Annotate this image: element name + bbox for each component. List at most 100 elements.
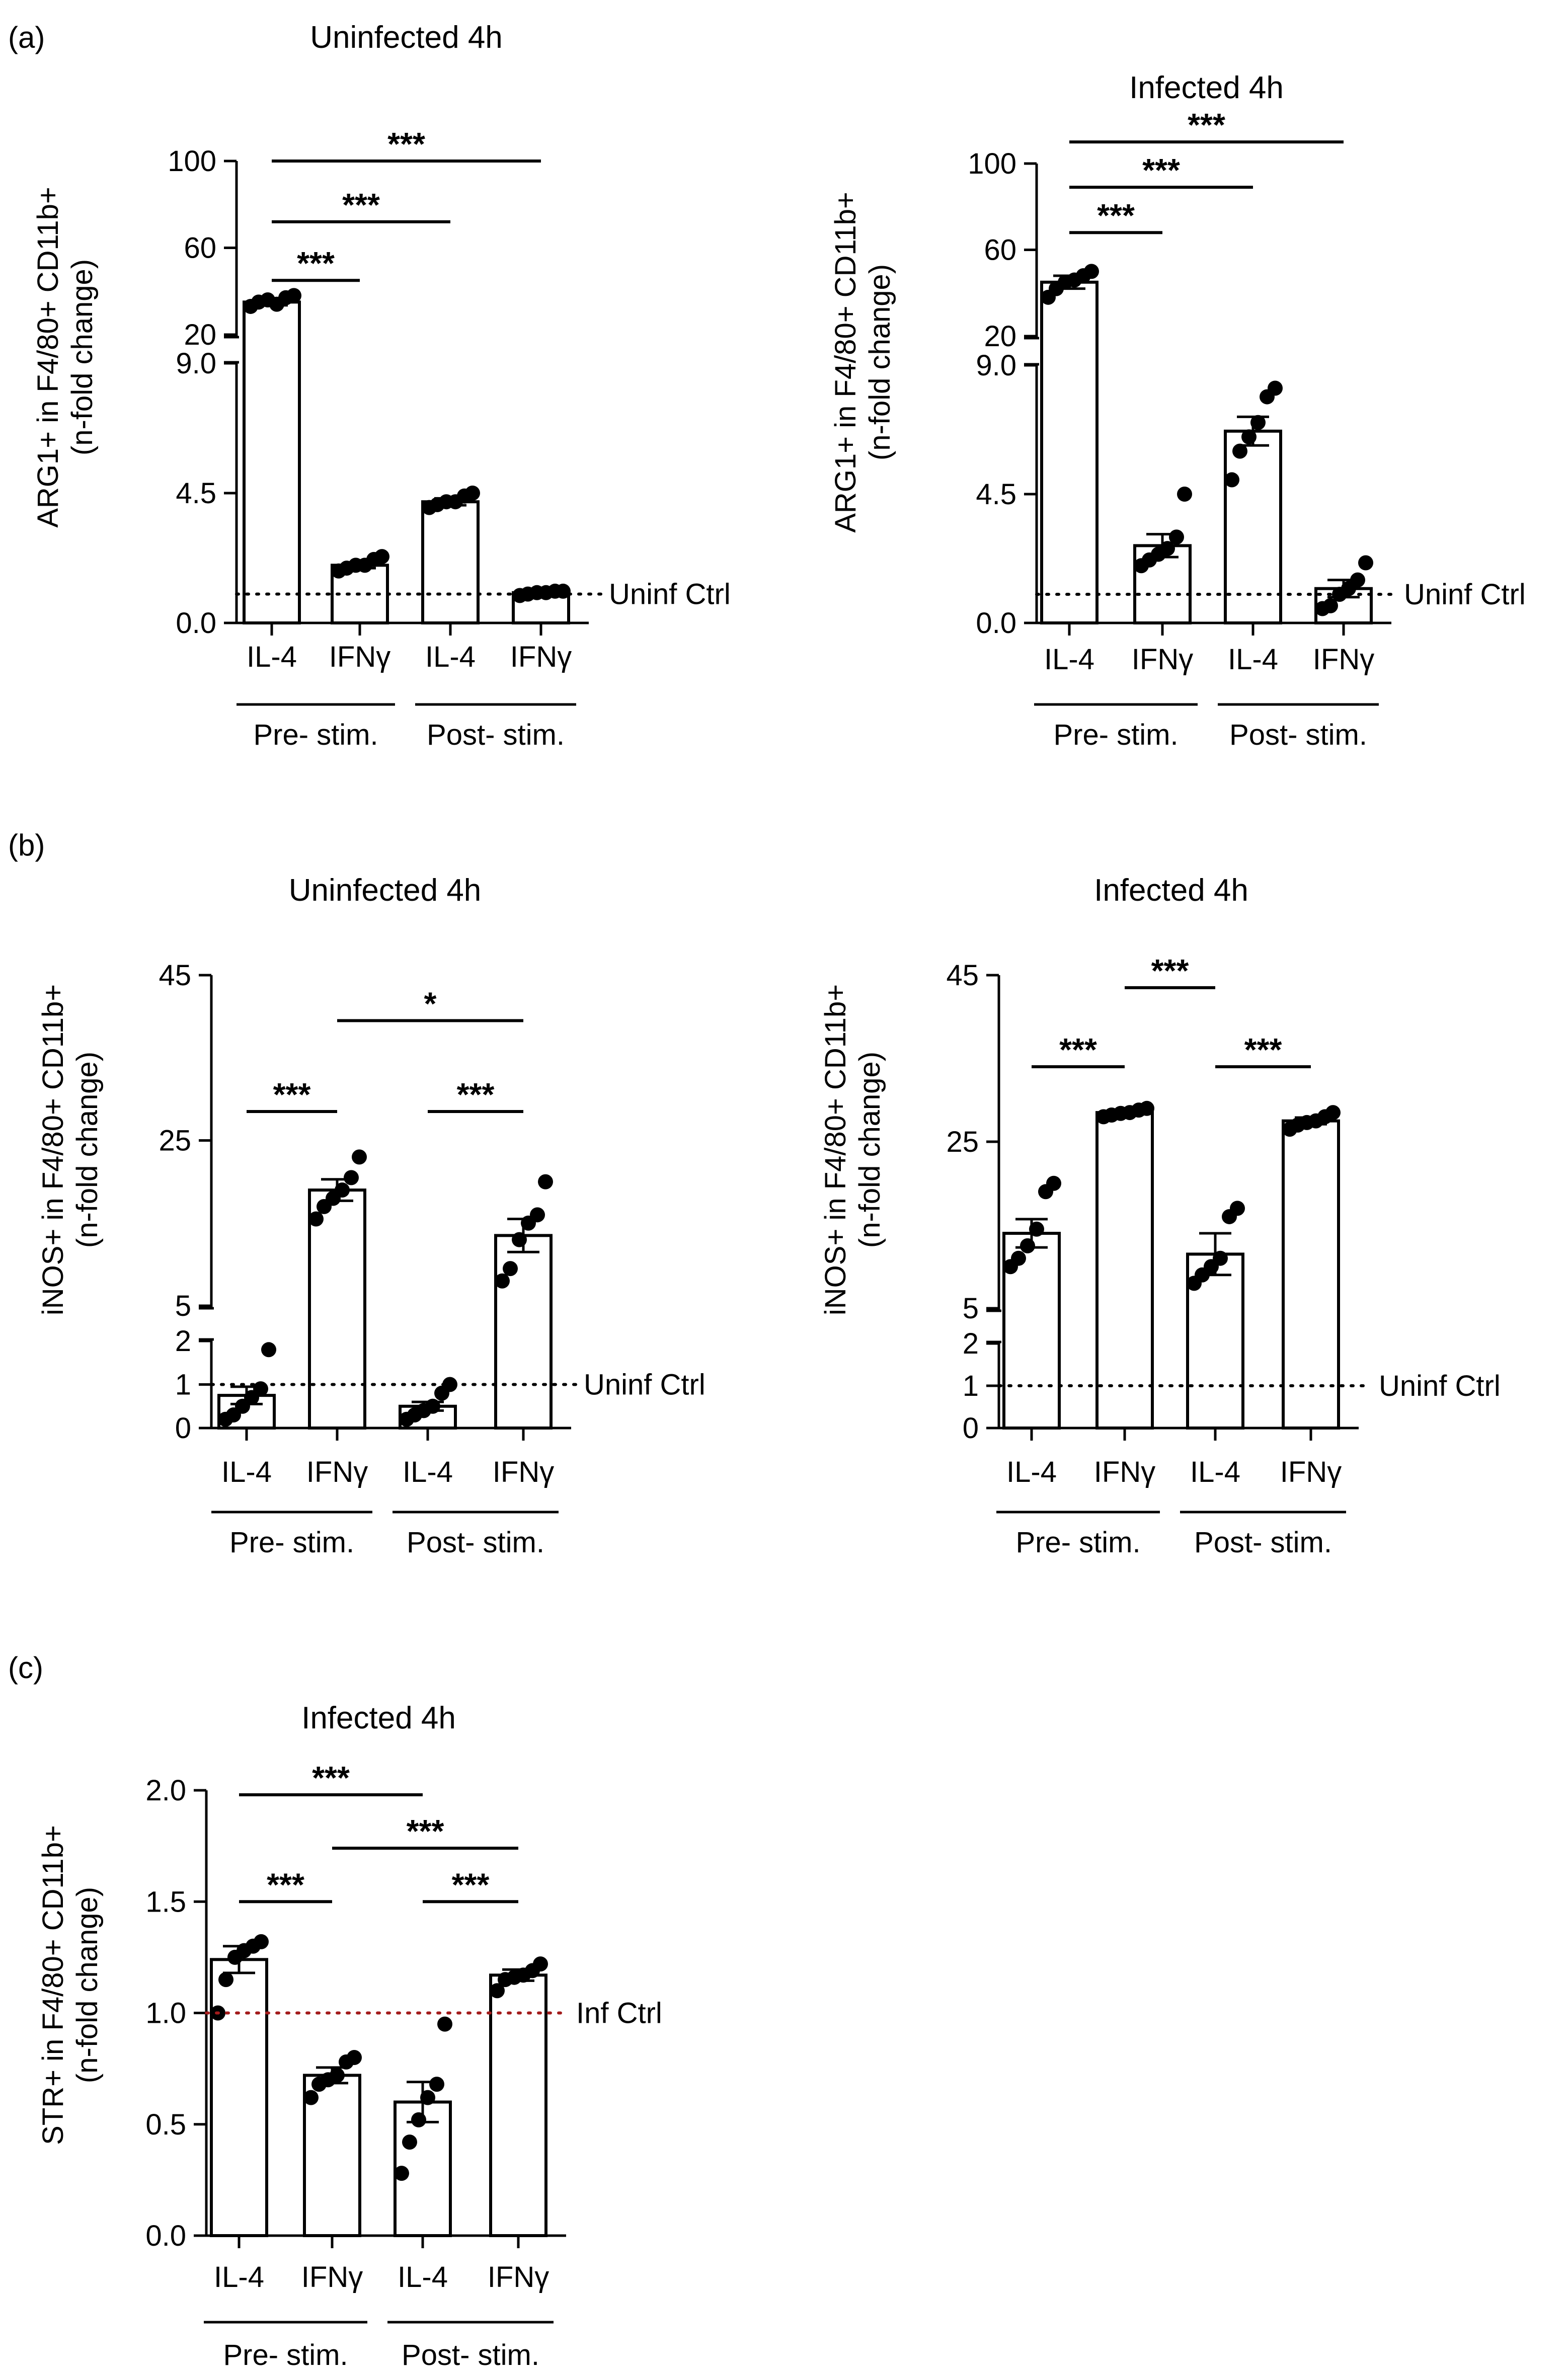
data-point-3-3 xyxy=(411,2112,426,2127)
group-label-1: Pre- stim. xyxy=(223,2339,348,2371)
bar-3 xyxy=(1224,429,1282,624)
data-point-1-6 xyxy=(286,288,301,303)
data-point-2-6 xyxy=(374,549,389,565)
y-tick-lower-label: 2 xyxy=(175,1325,191,1358)
bar-4 xyxy=(1282,1119,1340,1430)
significance-label-1: *** xyxy=(1059,1032,1097,1068)
chart-title: Uninfected 4h xyxy=(289,873,482,908)
data-point-2-6 xyxy=(352,1149,367,1165)
significance-label-2: *** xyxy=(1244,1032,1282,1068)
data-point-4-6 xyxy=(533,1956,548,1972)
y-tick-label: 2.0 xyxy=(145,1774,186,1807)
y-tick-lower-label: 9.0 xyxy=(976,349,1016,382)
significance-label-1: *** xyxy=(267,1866,304,1903)
data-point-2-1 xyxy=(308,1211,324,1227)
category-label-1: IL-4 xyxy=(1044,643,1094,676)
data-point-4-6 xyxy=(1358,555,1373,571)
chart-title: Infected 4h xyxy=(1094,873,1248,908)
y-axis-label: ARG1+ in F4/80+ CD11b+ xyxy=(829,192,862,533)
y-tick-label: 0.0 xyxy=(145,2220,186,2252)
reference-line-label: Uninf Ctrl xyxy=(609,578,731,611)
data-point-3-6 xyxy=(465,486,480,501)
y-tick-upper-label: 5 xyxy=(963,1292,979,1325)
data-point-4-6 xyxy=(538,1174,553,1190)
data-point-3-6 xyxy=(437,2016,452,2032)
data-point-1-6 xyxy=(1046,1175,1061,1191)
category-label-1: IL-4 xyxy=(214,2261,264,2293)
bar-4 xyxy=(494,1234,553,1430)
category-label-2: IFNγ xyxy=(1132,643,1193,676)
data-point-4-5 xyxy=(530,1207,545,1223)
data-point-3-2 xyxy=(1232,443,1247,459)
y-tick-upper-label: 45 xyxy=(159,959,191,992)
data-point-1-2 xyxy=(218,1972,233,1988)
data-point-2-5 xyxy=(1169,529,1184,545)
data-point-2-5 xyxy=(344,1170,359,1185)
bar-2 xyxy=(1095,1111,1154,1430)
y-axis-label: STR+ in F4/80+ CD11b+ xyxy=(37,1825,69,2145)
data-point-2-6 xyxy=(347,2050,362,2065)
category-label-4: IFNγ xyxy=(493,1456,554,1488)
group-label-2: Post- stim. xyxy=(1194,1526,1332,1559)
data-point-1-4 xyxy=(1029,1221,1044,1237)
data-point-2-6 xyxy=(1177,487,1192,502)
reference-line-label: Inf Ctrl xyxy=(576,1997,662,2030)
category-label-2: IFNγ xyxy=(1094,1456,1155,1488)
y-axis-label: iNOS+ in F4/80+ CD11b+ xyxy=(819,984,852,1315)
chart-title: Infected 4h xyxy=(301,1701,456,1735)
data-point-2-1 xyxy=(303,2090,319,2105)
y-axis-label-units: (n-fold change) xyxy=(853,1052,886,1248)
significance-label-3: *** xyxy=(1151,953,1189,989)
significance-label-1: *** xyxy=(297,245,335,281)
y-tick-upper-label: 20 xyxy=(984,320,1016,353)
data-point-3-1 xyxy=(394,2166,409,2181)
y-tick-upper-label: 25 xyxy=(159,1125,191,1157)
y-tick-upper-label: 5 xyxy=(175,1290,191,1322)
panel-label-c: (c) xyxy=(8,1651,43,1685)
chart-a2-arg1-infected: Infected 4h ARG1+ in F4/80+ CD11b+ (n-fold… xyxy=(829,70,1526,751)
category-label-3: IL-4 xyxy=(1228,643,1278,676)
significance-label-3: *** xyxy=(407,1813,444,1849)
group-label-1: Pre- stim. xyxy=(229,1526,354,1559)
significance-label-1: *** xyxy=(1097,197,1135,233)
group-label-2: Post- stim. xyxy=(1229,719,1367,751)
chart-title: Infected 4h xyxy=(1129,70,1284,105)
significance-label-2: *** xyxy=(452,1866,490,1903)
category-label-1: IL-4 xyxy=(247,641,297,673)
category-label-2: IFNγ xyxy=(306,1456,368,1488)
y-tick-upper-label: 45 xyxy=(946,959,979,992)
bar-1 xyxy=(243,300,301,624)
y-tick-lower-label: 2 xyxy=(963,1327,979,1360)
data-point-2-4 xyxy=(335,1182,350,1198)
y-tick-lower-label: 0.0 xyxy=(176,607,216,640)
y-tick-lower-label: 1 xyxy=(175,1369,191,1401)
chart-title: Uninfected 4h xyxy=(310,20,503,55)
data-point-4-3 xyxy=(512,1232,527,1247)
y-axis-label-units: (n-fold change) xyxy=(66,259,99,455)
y-tick-upper-label: 60 xyxy=(184,232,216,265)
significance-label-2: *** xyxy=(457,1076,495,1113)
y-tick-lower-label: 0 xyxy=(963,1412,979,1445)
category-label-3: IL-4 xyxy=(425,641,476,673)
y-tick-label: 0.5 xyxy=(145,2108,186,2141)
data-point-1-6 xyxy=(1084,264,1099,279)
category-label-3: IL-4 xyxy=(398,2261,448,2293)
data-point-1-2 xyxy=(1011,1250,1026,1266)
y-tick-lower-label: 0.0 xyxy=(976,607,1016,640)
chart-b2-inos-infected: Infected 4h iNOS+ in F4/80+ CD11b+ (n-fold… xyxy=(819,873,1501,1559)
data-point-2-6 xyxy=(1139,1100,1154,1116)
significance-label-4: *** xyxy=(312,1760,350,1796)
data-point-2-4 xyxy=(330,2068,345,2083)
y-tick-lower-label: 4.5 xyxy=(176,477,216,510)
group-label-2: Post- stim. xyxy=(427,719,565,751)
y-tick-lower-label: 4.5 xyxy=(976,478,1016,511)
category-label-2: IFNγ xyxy=(329,641,390,673)
chart-b1-inos-uninfected: Uninfected 4h iNOS+ in F4/80+ CD11b+ (n-fo… xyxy=(37,873,705,1559)
data-point-1-3 xyxy=(1020,1238,1035,1253)
data-point-4-1 xyxy=(495,1273,510,1289)
category-label-4: IFNγ xyxy=(488,2261,549,2293)
significance-label-2: *** xyxy=(342,187,380,223)
data-point-3-6 xyxy=(1230,1201,1245,1216)
data-point-3-1 xyxy=(1224,472,1239,488)
